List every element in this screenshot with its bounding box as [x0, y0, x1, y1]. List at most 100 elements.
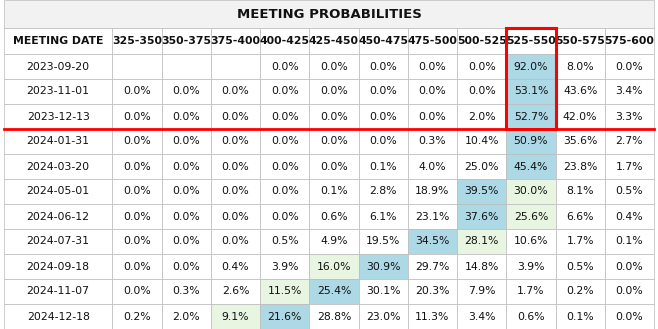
Bar — [162, 54, 211, 79]
Bar — [113, 129, 162, 154]
Bar — [359, 254, 408, 279]
Text: 0.0%: 0.0% — [172, 212, 200, 221]
Text: 0.0%: 0.0% — [123, 112, 151, 121]
Text: 575-600: 575-600 — [605, 36, 654, 46]
Text: 42.0%: 42.0% — [563, 112, 597, 121]
Text: 2024-12-18: 2024-12-18 — [27, 312, 89, 321]
Bar — [162, 28, 211, 54]
Bar — [4, 28, 113, 54]
Text: 0.0%: 0.0% — [615, 262, 644, 271]
Bar — [260, 154, 309, 179]
Text: 450-475: 450-475 — [358, 36, 408, 46]
Text: 35.6%: 35.6% — [563, 137, 597, 146]
Bar — [555, 54, 605, 79]
Text: 30.1%: 30.1% — [366, 287, 401, 296]
Text: 45.4%: 45.4% — [514, 162, 548, 171]
Text: 0.0%: 0.0% — [271, 212, 299, 221]
Text: 0.1%: 0.1% — [616, 237, 643, 246]
Text: 0.1%: 0.1% — [369, 162, 397, 171]
Text: 0.0%: 0.0% — [172, 87, 200, 96]
Text: 14.8%: 14.8% — [465, 262, 499, 271]
Bar — [4, 0, 654, 28]
Bar — [113, 104, 162, 129]
Bar — [555, 179, 605, 204]
Text: 0.0%: 0.0% — [271, 187, 299, 196]
Bar — [309, 79, 359, 104]
Bar — [457, 204, 506, 229]
Text: 2.6%: 2.6% — [222, 287, 249, 296]
Text: 0.0%: 0.0% — [615, 312, 644, 321]
Text: 0.4%: 0.4% — [222, 262, 249, 271]
Bar — [457, 154, 506, 179]
Text: 1.7%: 1.7% — [616, 162, 643, 171]
Bar — [113, 54, 162, 79]
Bar — [555, 154, 605, 179]
Bar — [309, 279, 359, 304]
Bar — [113, 179, 162, 204]
Bar — [555, 304, 605, 329]
Bar — [309, 229, 359, 254]
Bar — [555, 28, 605, 54]
Text: 43.6%: 43.6% — [563, 87, 597, 96]
Bar — [4, 129, 113, 154]
Text: 92.0%: 92.0% — [514, 62, 548, 71]
Text: 0.0%: 0.0% — [418, 62, 446, 71]
Bar — [211, 304, 260, 329]
Bar — [457, 229, 506, 254]
Bar — [506, 79, 555, 104]
Bar — [457, 279, 506, 304]
Text: 4.0%: 4.0% — [418, 162, 446, 171]
Bar — [211, 254, 260, 279]
Bar — [359, 304, 408, 329]
Text: 3.9%: 3.9% — [517, 262, 545, 271]
Bar — [260, 104, 309, 129]
Text: 28.8%: 28.8% — [316, 312, 351, 321]
Text: 0.0%: 0.0% — [172, 162, 200, 171]
Text: 25.4%: 25.4% — [316, 287, 351, 296]
Bar — [408, 204, 457, 229]
Text: 8.1%: 8.1% — [567, 187, 594, 196]
Bar — [408, 28, 457, 54]
Text: 29.7%: 29.7% — [415, 262, 449, 271]
Bar — [113, 229, 162, 254]
Text: 375-400: 375-400 — [211, 36, 261, 46]
Text: 16.0%: 16.0% — [316, 262, 351, 271]
Bar — [4, 179, 113, 204]
Text: 0.0%: 0.0% — [271, 137, 299, 146]
Bar — [309, 28, 359, 54]
Text: 28.1%: 28.1% — [465, 237, 499, 246]
Text: 30.0%: 30.0% — [514, 187, 548, 196]
Text: 0.0%: 0.0% — [123, 187, 151, 196]
Text: 2024-05-01: 2024-05-01 — [26, 187, 89, 196]
Bar — [408, 154, 457, 179]
Text: 0.0%: 0.0% — [123, 287, 151, 296]
Bar — [555, 104, 605, 129]
Bar — [260, 179, 309, 204]
Text: 2024-06-12: 2024-06-12 — [27, 212, 89, 221]
Text: 2023-11-01: 2023-11-01 — [27, 87, 89, 96]
Text: 0.0%: 0.0% — [222, 137, 249, 146]
Bar — [605, 279, 654, 304]
Text: 0.6%: 0.6% — [320, 212, 347, 221]
Bar — [211, 229, 260, 254]
Bar — [506, 104, 555, 129]
Bar — [113, 154, 162, 179]
Text: 25.6%: 25.6% — [514, 212, 548, 221]
Bar — [506, 129, 555, 154]
Bar — [506, 154, 555, 179]
Text: 52.7%: 52.7% — [514, 112, 548, 121]
Bar — [457, 129, 506, 154]
Bar — [162, 304, 211, 329]
Bar — [359, 204, 408, 229]
Bar — [162, 129, 211, 154]
Bar — [457, 79, 506, 104]
Bar — [4, 204, 113, 229]
Bar — [408, 129, 457, 154]
Bar — [211, 204, 260, 229]
Bar — [162, 254, 211, 279]
Text: 2023-09-20: 2023-09-20 — [26, 62, 89, 71]
Text: 2.0%: 2.0% — [172, 312, 200, 321]
Text: 1.7%: 1.7% — [567, 237, 594, 246]
Text: 0.0%: 0.0% — [320, 62, 348, 71]
Bar — [605, 79, 654, 104]
